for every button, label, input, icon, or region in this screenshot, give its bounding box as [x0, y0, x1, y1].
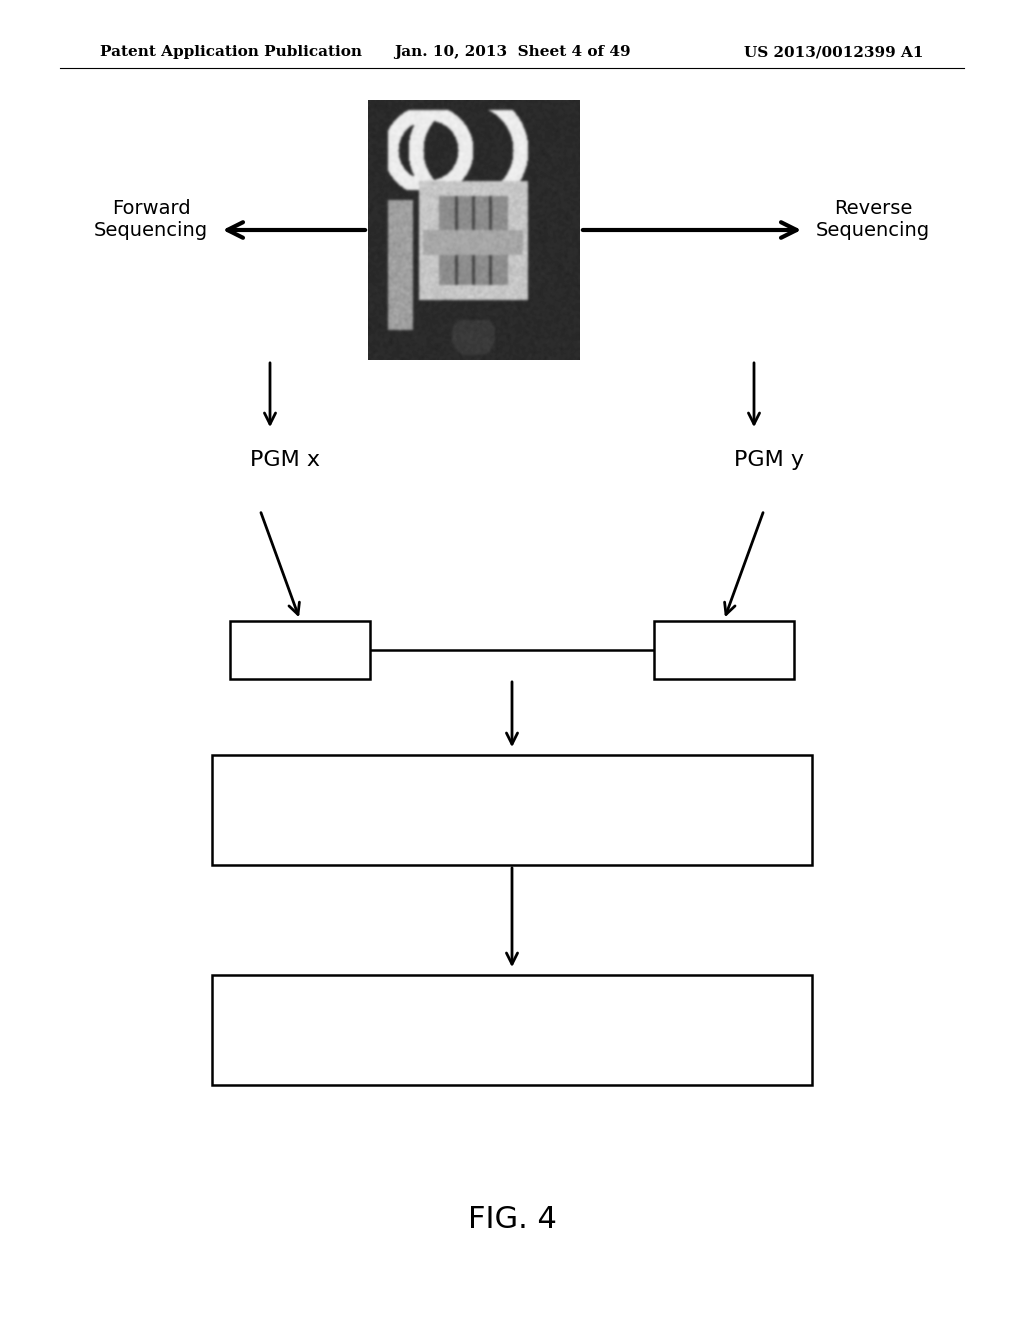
Text: fastq y: fastq y [690, 640, 758, 660]
FancyBboxPatch shape [654, 620, 794, 678]
Text: PGM x: PGM x [250, 450, 319, 470]
Text: Generate1 fastq including both reads
(consolidated): Generate1 fastq including both reads (co… [330, 1006, 694, 1053]
Text: US 2013/0012399 A1: US 2013/0012399 A1 [744, 45, 924, 59]
FancyBboxPatch shape [212, 975, 812, 1085]
Text: Jan. 10, 2013  Sheet 4 of 49: Jan. 10, 2013 Sheet 4 of 49 [393, 45, 631, 59]
Text: PGM y: PGM y [734, 450, 804, 470]
Text: Reverse
Sequencing: Reverse Sequencing [816, 199, 930, 240]
Text: Forward
Sequencing: Forward Sequencing [94, 199, 208, 240]
FancyBboxPatch shape [230, 620, 370, 678]
Text: FIG. 4: FIG. 4 [468, 1205, 556, 1234]
Text: Select wells with both forward and
reverse reads: Select wells with both forward and rever… [343, 787, 681, 833]
FancyBboxPatch shape [212, 755, 812, 865]
Text: fastq x: fastq x [266, 640, 334, 660]
Text: Patent Application Publication: Patent Application Publication [100, 45, 362, 59]
